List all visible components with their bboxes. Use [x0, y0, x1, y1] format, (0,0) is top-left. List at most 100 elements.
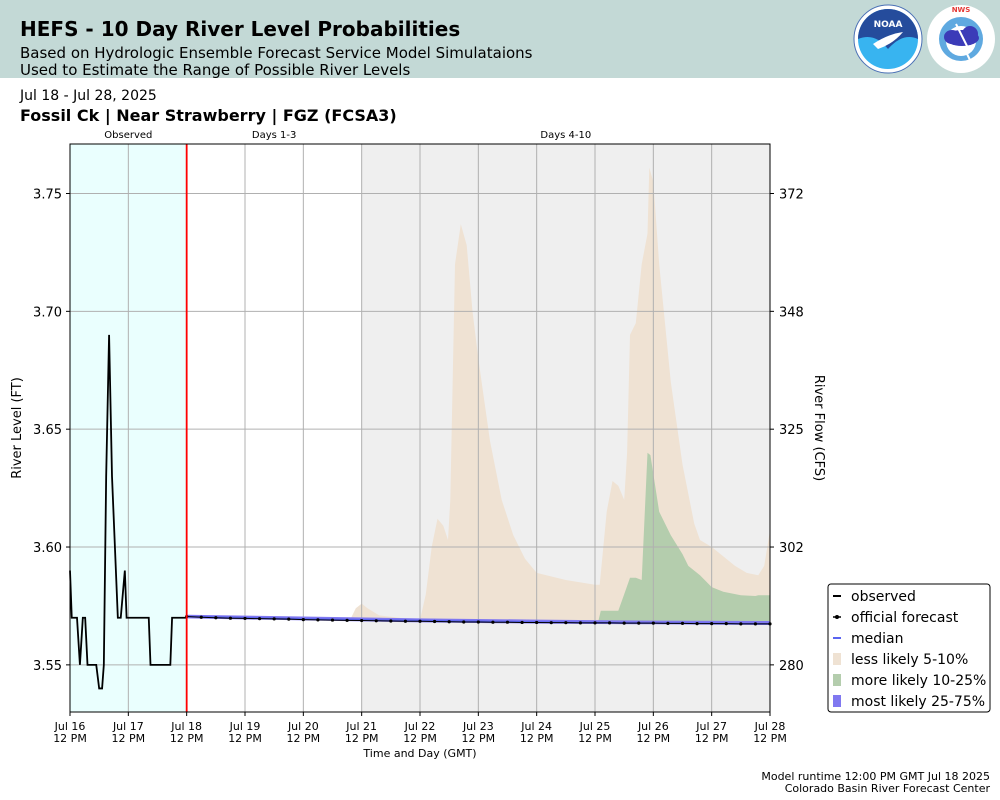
legend-swatch-most_likely: [833, 695, 841, 707]
forecast-point: [535, 620, 539, 625]
x-tick-label-time: 12 PM: [462, 732, 496, 745]
forecast-point: [345, 618, 349, 622]
forecast-point: [287, 617, 291, 621]
y-axis-label: River Level (FT): [10, 377, 25, 479]
legend-label-median: median: [851, 631, 903, 647]
forecast-point: [462, 620, 466, 624]
forecast-point: [272, 617, 276, 621]
x-tick-label-day: Jul 26: [637, 720, 669, 733]
x-tick-label-day: Jul 28: [754, 720, 786, 733]
legend-label-official_forecast: official forecast: [851, 610, 959, 626]
x-tick-label-day: Jul 21: [345, 720, 377, 733]
observed-line: [69, 334, 187, 690]
x-tick-label-time: 12 PM: [520, 732, 554, 745]
noaa-logo-text: NOAA: [874, 20, 903, 30]
forecast-point: [447, 620, 451, 624]
x-tick-label-time: 12 PM: [637, 732, 671, 745]
forecast-point: [607, 621, 612, 625]
forecast-center: Colorado Basin River Forecast Center: [784, 782, 990, 795]
y-tick-label: 3.60: [33, 541, 62, 556]
x-tick-label-time: 12 PM: [112, 732, 146, 745]
x-tick-label-day: Jul 25: [579, 720, 611, 733]
forecast-point: [739, 622, 743, 626]
x-tick-label-time: 12 PM: [345, 732, 379, 745]
x-tick-label-time: 12 PM: [170, 732, 204, 745]
x-tick-label-day: Jul 20: [287, 720, 319, 733]
subtitle-line-1: Based on Hydrologic Ensemble Forecast Se…: [20, 44, 533, 62]
nws-logo-icon[interactable]: NWS: [926, 4, 996, 74]
header-banner: HEFS - 10 Day River Level Probabilities …: [0, 0, 1000, 79]
y2-tick-label: 372: [779, 187, 804, 202]
x-tick-label-time: 12 PM: [753, 732, 787, 745]
subtitle-line-2: Used to Estimate the Range of Possible R…: [20, 61, 411, 79]
x-axis-label: Time and Day (GMT): [362, 747, 476, 760]
forecast-point: [403, 619, 408, 623]
x-tick-label-time: 12 PM: [53, 732, 87, 745]
forecast-point: [724, 622, 728, 626]
x-tick-label-time: 12 PM: [578, 732, 612, 745]
x-tick-label-time: 12 PM: [403, 732, 437, 745]
forecast-point: [432, 619, 437, 624]
forecast-point: [520, 620, 524, 625]
y2-tick-label: 280: [779, 659, 804, 674]
forecast-point: [505, 620, 510, 624]
forecast-point: [360, 618, 364, 623]
forecast-point: [491, 620, 495, 624]
forecast-point: [637, 621, 641, 625]
x-tick-label-time: 12 PM: [695, 732, 729, 745]
more-likely-band: [583, 452, 770, 624]
forecast-point: [622, 621, 626, 625]
forecast-point: [316, 618, 320, 622]
svg-text:NWS: NWS: [952, 6, 971, 14]
forecast-point: [593, 621, 597, 625]
forecast-point: [257, 617, 262, 621]
x-tick-label-day: Jul 19: [229, 720, 261, 733]
y2-axis-label: River Flow (CFS): [811, 375, 826, 481]
x-tick-label-day: Jul 27: [695, 720, 727, 733]
x-tick-label-day: Jul 24: [520, 720, 552, 733]
forecast-point: [753, 622, 758, 626]
forecast-point: [710, 622, 714, 626]
x-tick-label-day: Jul 23: [462, 720, 494, 733]
legend-label-less_likely: less likely 5-10%: [851, 652, 968, 668]
forecast-point: [199, 615, 203, 619]
forecast-point: [389, 619, 393, 623]
forecast-point: [651, 621, 655, 625]
legend-box: [827, 583, 991, 713]
x-tick-label-day: Jul 18: [170, 720, 202, 733]
forecast-point: [564, 621, 568, 625]
forecast-point: [301, 618, 305, 622]
hydrograph-chart: Observed Days 1-3 Days 4-10 3.55 280 3.60 302 3…: [10, 130, 991, 760]
forecast-point: [695, 622, 699, 626]
legend-swatch-dot: [835, 615, 839, 619]
x-tick-label-day: Jul 16: [54, 720, 86, 733]
forecast-point: [374, 619, 378, 623]
forecast-point: [476, 620, 480, 624]
forecast-point: [680, 621, 685, 625]
y-tick-label: 3.65: [33, 423, 62, 438]
x-tick-label-time: 12 PM: [228, 732, 262, 745]
y-tick-label: 3.70: [33, 305, 62, 320]
y-tick-label: 3.55: [33, 659, 62, 674]
period-label-observed: Observed: [104, 130, 152, 141]
forecast-point: [418, 619, 422, 623]
legend-label-more_likely: more likely 10-25%: [851, 673, 986, 689]
location-title: Fossil Ck | Near Strawberry | FGZ (FCSA3…: [20, 106, 397, 125]
x-tick-label-day: Jul 17: [112, 720, 144, 733]
forecast-point: [666, 621, 670, 625]
forecast-point: [243, 616, 247, 621]
forecast-point: [228, 616, 233, 620]
date-range: Jul 18 - Jul 28, 2025: [20, 88, 157, 104]
forecast-point: [578, 621, 583, 625]
noaa-logo-icon[interactable]: NOAA: [853, 4, 923, 74]
x-tick-label-day: Jul 22: [404, 720, 436, 733]
period-label-days1-3: Days 1-3: [252, 130, 296, 141]
model-runtime: Model runtime 12:00 PM GMT Jul 18 2025: [761, 770, 990, 783]
legend-label-observed: observed: [851, 589, 916, 605]
x-tick-label-time: 12 PM: [287, 732, 321, 745]
y2-tick-label: 325: [779, 423, 804, 438]
period-label-days4-10: Days 4-10: [540, 130, 591, 141]
legend-swatch-more_likely: [833, 674, 841, 686]
y2-tick-label: 302: [779, 541, 804, 556]
legend-swatch-less_likely: [833, 653, 841, 665]
